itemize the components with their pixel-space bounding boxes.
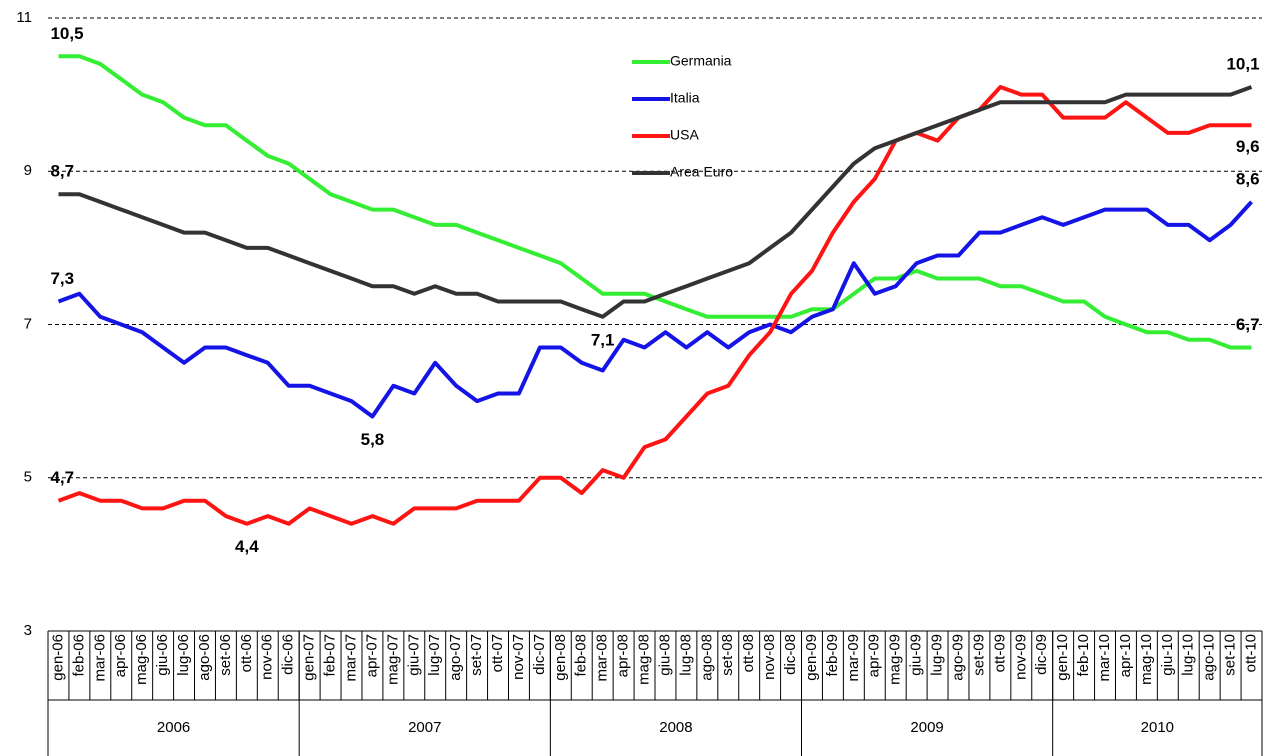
x-tick-label: apr-07 [363,634,380,677]
x-tick-label: set-06 [217,634,234,676]
x-tick-label: ott-06 [238,634,255,672]
series-line [58,85,1253,319]
x-tick-label: set-08 [719,634,736,676]
y-tick-label: 3 [24,622,32,639]
x-tick-label: ott-07 [489,634,506,672]
x-tick-label: feb-10 [1075,634,1092,677]
value-label: 7,1 [591,330,615,349]
x-tick-label: gen-07 [301,634,318,681]
x-tick-label: feb-06 [70,634,87,677]
x-tick-label: apr-06 [112,634,129,677]
year-label: 2007 [408,719,441,736]
x-tick-label: ago-07 [447,634,464,681]
y-tick-label: 5 [24,469,32,486]
x-tick-label: feb-07 [322,634,339,677]
x-tick-label: set-09 [970,634,987,676]
x-tick-label: ott-09 [991,634,1008,672]
x-tick-label: ago-08 [698,634,715,681]
year-label: 2006 [157,719,190,736]
x-tick-label: set-07 [468,634,485,676]
value-label: 8,7 [50,162,74,181]
value-label: 9,6 [1236,137,1260,156]
legend-label: Germania [670,53,732,69]
value-label: 6,7 [1236,315,1260,334]
x-tick-label: ott-10 [1243,634,1260,672]
value-label: 8,6 [1236,169,1260,188]
x-tick-label: nov-08 [761,634,778,680]
x-tick-label: feb-08 [573,634,590,677]
x-tick-label: set-10 [1222,634,1239,676]
x-tick-label: lug-07 [426,634,443,676]
x-tick-label: giu-06 [154,634,171,676]
x-tick-label: mar-08 [594,634,611,682]
x-tick-label: lug-08 [677,634,694,676]
value-label: 5,8 [361,430,385,449]
year-label: 2009 [910,719,943,736]
x-tick-label: nov-09 [1012,634,1029,680]
x-tick-label: mag-08 [636,634,653,685]
year-label: 2008 [659,719,692,736]
value-label: 4,4 [235,537,259,556]
y-tick-label: 7 [24,315,32,332]
x-tick-label: lug-10 [1180,634,1197,676]
legend-label: Area Euro [670,164,733,180]
x-tick-label: nov-06 [259,634,276,680]
year-label: 2010 [1141,719,1174,736]
x-tick-label: lug-09 [929,634,946,676]
x-tick-label: ago-10 [1201,634,1218,681]
y-tick-label: 11 [16,9,32,26]
x-tick-label: giu-10 [1159,634,1176,676]
x-tick-label: mag-07 [384,634,401,685]
value-label: 7,3 [50,269,74,288]
x-tick-label: giu-08 [656,634,673,676]
x-tick-label: mag-09 [887,634,904,685]
series-line [57,85,1252,526]
y-tick-label: 9 [24,162,32,179]
value-label: 10,5 [50,24,83,43]
x-tick-label: gen-06 [49,634,66,681]
x-tick-label: gen-08 [552,634,569,681]
x-tick-label: mar-06 [91,634,108,682]
x-tick-label: feb-09 [824,634,841,677]
x-tick-label: apr-09 [866,634,883,677]
x-tick-label: mag-10 [1138,634,1155,685]
x-tick-label: mar-09 [845,634,862,682]
x-tick-label: gen-10 [1054,634,1071,681]
x-tick-label: lug-06 [175,634,192,676]
x-tick-label: ago-06 [196,634,213,681]
x-tick-label: dic-07 [531,634,548,675]
x-tick-label: dic-08 [782,634,799,675]
x-tick-label: giu-07 [405,634,422,676]
x-tick-label: ott-08 [740,634,757,672]
x-tick-label: dic-09 [1033,634,1050,675]
series-line [57,200,1253,419]
x-tick-label: mar-07 [342,634,359,682]
legend-label: Italia [670,90,700,106]
x-tick-label: nov-07 [510,634,527,680]
value-label: 4,7 [50,468,74,487]
x-tick-label: giu-09 [908,634,925,676]
x-tick-label: apr-10 [1117,634,1134,677]
x-tick-label: dic-06 [280,634,297,675]
legend-label: USA [670,127,699,143]
x-tick-label: mar-10 [1096,634,1113,682]
x-tick-label: mag-06 [133,634,150,685]
value-label: 10,1 [1226,54,1259,73]
x-tick-label: ago-09 [949,634,966,681]
x-tick-label: apr-08 [615,634,632,677]
x-tick-label: gen-09 [803,634,820,681]
